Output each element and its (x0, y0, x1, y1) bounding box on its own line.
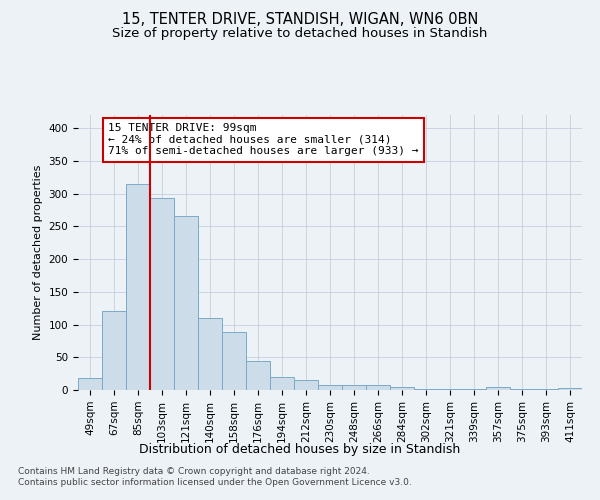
Bar (222, 332, 246, 390)
Bar (102, 312, 126, 390)
Bar (390, 386, 414, 390)
Bar (534, 388, 558, 390)
Bar (150, 198, 174, 390)
Bar (342, 385, 366, 390)
Bar (294, 380, 318, 390)
Bar (246, 360, 270, 390)
Bar (126, 184, 150, 390)
Text: Size of property relative to detached houses in Standish: Size of property relative to detached ho… (112, 28, 488, 40)
Bar (366, 386, 390, 390)
Bar (558, 388, 582, 390)
Text: Contains HM Land Registry data © Crown copyright and database right 2024.
Contai: Contains HM Land Registry data © Crown c… (18, 468, 412, 487)
Bar (78, 378, 102, 390)
Text: 15, TENTER DRIVE, STANDISH, WIGAN, WN6 0BN: 15, TENTER DRIVE, STANDISH, WIGAN, WN6 0… (122, 12, 478, 28)
Bar (414, 388, 438, 390)
Text: 15 TENTER DRIVE: 99sqm
← 24% of detached houses are smaller (314)
71% of semi-de: 15 TENTER DRIVE: 99sqm ← 24% of detached… (108, 123, 419, 156)
Bar (510, 388, 534, 390)
Bar (198, 318, 222, 390)
Bar (318, 385, 342, 390)
Y-axis label: Number of detached properties: Number of detached properties (33, 165, 43, 340)
Bar (174, 216, 198, 390)
Bar (486, 388, 510, 390)
Text: Distribution of detached houses by size in Standish: Distribution of detached houses by size … (139, 442, 461, 456)
Bar (462, 388, 486, 390)
Bar (438, 388, 462, 390)
Bar (270, 377, 294, 390)
